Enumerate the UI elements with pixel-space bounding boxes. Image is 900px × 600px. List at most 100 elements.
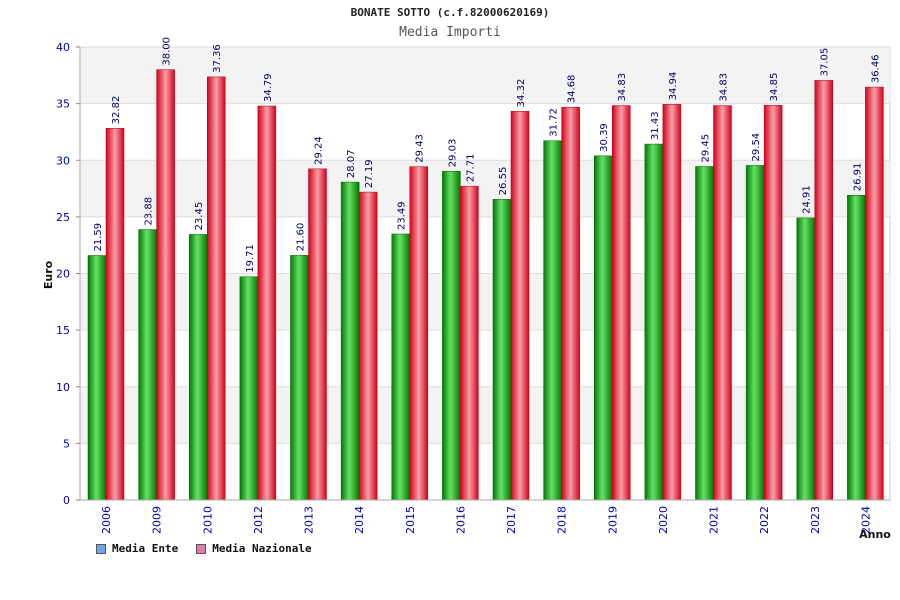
data-label: 34.79 xyxy=(263,73,274,102)
bar-media-nazionale xyxy=(763,105,783,501)
x-tick-label: 2019 xyxy=(606,506,619,534)
bar-media-ente xyxy=(138,229,157,501)
bar-media-nazionale xyxy=(105,128,125,501)
bar-media-ente xyxy=(745,165,765,501)
data-label: 34.32 xyxy=(516,79,527,108)
x-tick-label: 2017 xyxy=(505,506,518,534)
bar-media-nazionale xyxy=(561,106,580,501)
x-tick-label: 2018 xyxy=(556,506,569,534)
y-axis: 0 5 10 15 20 25 30 35 40 xyxy=(56,41,81,507)
bar-media-nazionale xyxy=(510,111,530,501)
data-label: 36.46 xyxy=(870,54,881,83)
x-tick-label: 2022 xyxy=(758,506,771,534)
x-tick-label: 2020 xyxy=(657,506,670,534)
data-label: 29.45 xyxy=(701,134,712,163)
x-tick-label: 2021 xyxy=(708,506,721,534)
bar-media-ente xyxy=(189,234,208,501)
data-label: 30.39 xyxy=(599,123,610,152)
y-tick-label: 20 xyxy=(56,268,70,281)
data-label: 27.19 xyxy=(364,159,375,188)
bar-media-nazionale xyxy=(713,105,732,501)
x-tick-label: 2014 xyxy=(353,506,366,534)
legend-label-media-nazionale: Media Nazionale xyxy=(212,542,312,555)
legend-swatch-media-nazionale xyxy=(196,543,207,554)
data-label: 26.91 xyxy=(852,163,863,192)
bars-group: 21.59 32.82 23.88 38.00 23.45 37.36 19.71 34.79… xyxy=(87,37,884,501)
data-label: 21.60 xyxy=(296,223,307,252)
data-label: 19.71 xyxy=(245,244,256,273)
data-label: 23.88 xyxy=(144,197,155,226)
data-label: 26.55 xyxy=(498,167,509,196)
y-tick-label: 10 xyxy=(56,381,70,394)
bar-media-nazionale xyxy=(460,185,479,501)
data-label: 32.82 xyxy=(111,96,122,125)
y-tick-label: 25 xyxy=(56,211,70,224)
legend: Media Ente Media Nazionale xyxy=(96,542,312,555)
data-label: 29.03 xyxy=(447,139,458,168)
y-tick-label: 15 xyxy=(56,324,70,337)
x-tick-label: 2015 xyxy=(404,506,417,534)
legend-item-media-ente: Media Ente xyxy=(96,542,178,555)
x-tick-label: 2016 xyxy=(454,506,467,534)
data-label: 29.24 xyxy=(314,136,325,165)
data-label: 37.05 xyxy=(820,48,831,77)
bar-media-nazionale xyxy=(865,86,884,501)
data-label: 23.45 xyxy=(194,202,205,231)
data-label: 34.68 xyxy=(567,75,578,104)
bar-media-ente xyxy=(594,155,613,501)
x-tick-label: 2010 xyxy=(201,506,214,534)
data-label: 27.71 xyxy=(465,154,476,183)
bar-media-ente xyxy=(391,233,410,501)
y-tick-label: 5 xyxy=(63,437,70,450)
data-label: 34.83 xyxy=(719,73,730,102)
x-tick-label: 2013 xyxy=(303,506,316,534)
y-tick-label: 0 xyxy=(63,494,70,507)
x-tick-label: 2024 xyxy=(859,506,872,534)
y-tick-label: 30 xyxy=(56,154,70,167)
y-axis-label: Euro xyxy=(42,260,55,289)
legend-item-media-nazionale: Media Nazionale xyxy=(196,542,312,555)
x-tick-label: 2006 xyxy=(100,506,113,534)
legend-label-media-ente: Media Ente xyxy=(112,542,179,555)
bar-media-ente xyxy=(442,170,461,501)
bar-media-nazionale xyxy=(358,191,378,501)
x-axis-label: Anno xyxy=(859,528,891,541)
data-label: 38.00 xyxy=(162,37,173,66)
data-label: 23.49 xyxy=(397,201,408,230)
x-tick-label: 2012 xyxy=(252,506,265,534)
bar-media-nazionale xyxy=(156,69,175,501)
data-label: 28.07 xyxy=(346,149,357,178)
bar-media-nazionale xyxy=(257,105,277,501)
bar-media-ente xyxy=(492,199,512,501)
bar-media-nazionale xyxy=(662,104,682,501)
y-tick-label: 35 xyxy=(56,98,70,111)
y-tick-label: 40 xyxy=(56,41,70,54)
legend-swatch-media-ente xyxy=(96,543,106,554)
bar-media-ente xyxy=(340,181,360,501)
x-tick-label: 2023 xyxy=(809,506,822,534)
data-label: 34.85 xyxy=(769,73,780,102)
bar-media-nazionale xyxy=(814,80,833,501)
data-label: 37.36 xyxy=(212,44,223,73)
bar-media-nazionale xyxy=(612,105,631,501)
data-label: 21.59 xyxy=(93,223,104,252)
bar-media-ente xyxy=(239,276,259,501)
bar-media-ente xyxy=(543,140,562,501)
bar-media-ente xyxy=(644,143,664,501)
bar-media-ente xyxy=(290,255,309,501)
bar-media-ente xyxy=(847,194,866,501)
chart-title: BONATE SOTTO (c.f.82000620169) xyxy=(350,6,550,19)
chart-subtitle: Media Importi xyxy=(399,25,501,40)
x-axis: 2006 2009 2010 2012 2013 2014 2015 2016 2017 2018… xyxy=(80,499,890,534)
data-label: 34.83 xyxy=(617,73,628,102)
bar-media-ente xyxy=(796,217,815,501)
data-label: 34.94 xyxy=(668,72,679,101)
data-label: 31.43 xyxy=(650,111,661,140)
bar-media-nazionale xyxy=(207,76,226,501)
bar-media-nazionale xyxy=(409,166,428,501)
data-label: 24.91 xyxy=(802,185,813,214)
data-label: 29.43 xyxy=(415,134,426,163)
data-label: 31.72 xyxy=(549,108,560,137)
